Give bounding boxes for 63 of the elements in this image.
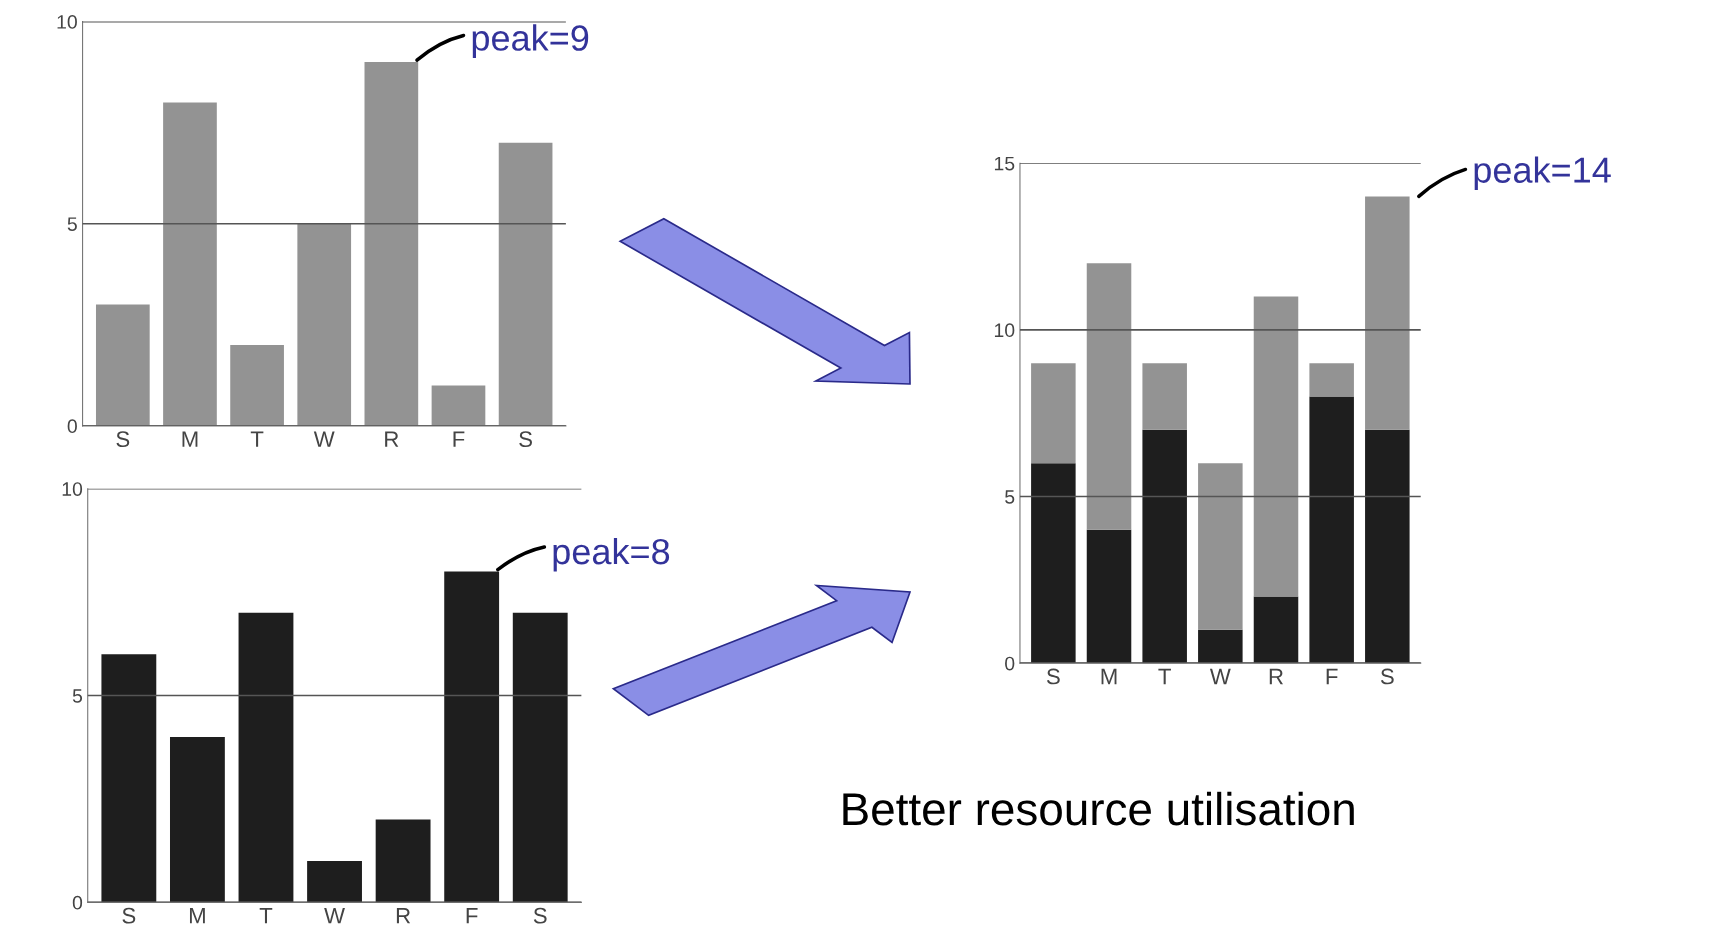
bar <box>1309 363 1354 397</box>
x-tick-label: M <box>189 908 205 924</box>
annotation: peak=8 <box>553 537 670 572</box>
x-tick-label: T <box>1158 668 1171 685</box>
x-tick-label: W <box>324 908 345 924</box>
x-tick-label: S <box>533 907 547 924</box>
bar <box>307 860 362 903</box>
y-tick-label: 5 <box>72 689 83 703</box>
bar <box>1253 596 1299 664</box>
x-tick-label: M <box>182 431 198 447</box>
x-tick-label: M <box>1101 668 1117 685</box>
y-tick-label: 10 <box>62 482 83 496</box>
bar <box>1309 396 1354 664</box>
x-tick-label: T <box>259 908 273 924</box>
x-tick-label: S <box>116 431 130 448</box>
bar <box>1365 196 1410 430</box>
x-tick-label: F <box>453 431 465 447</box>
x-tick-label: S <box>1380 668 1394 685</box>
x-tick-label: W <box>313 431 335 447</box>
y-tick-label: 5 <box>1005 490 1015 504</box>
y-tick-label: 5 <box>67 217 77 231</box>
bar <box>297 223 352 426</box>
bar <box>512 612 568 903</box>
x-tick-label: R <box>385 431 399 447</box>
bar <box>1253 296 1299 597</box>
annotation: peak=9 <box>472 24 589 58</box>
bar <box>1198 629 1243 664</box>
bar <box>1086 529 1132 664</box>
y-tick-label: 15 <box>994 156 1015 171</box>
x-tick-label: S <box>1046 668 1060 685</box>
bar <box>375 819 431 903</box>
bar <box>230 345 284 426</box>
x-tick-label: T <box>250 431 264 447</box>
bar <box>95 304 150 426</box>
x-tick-label: F <box>1326 668 1338 685</box>
bar <box>1031 363 1076 464</box>
x-tick-label: F <box>466 908 478 924</box>
bar <box>1198 463 1243 630</box>
x-tick-label: R <box>396 908 411 924</box>
bar <box>163 102 217 426</box>
bar <box>1086 263 1132 530</box>
bar <box>498 142 553 426</box>
y-tick-label: 0 <box>67 419 77 434</box>
y-tick-label: 0 <box>1005 656 1015 671</box>
y-tick-label: 10 <box>57 15 77 29</box>
text: Better resource utilisation <box>843 791 1354 826</box>
bar <box>1031 463 1076 664</box>
bar <box>101 654 157 903</box>
bar <box>169 736 225 903</box>
bar <box>1142 429 1187 664</box>
y-tick-label: 10 <box>994 323 1015 338</box>
y-tick-label: 0 <box>72 895 83 910</box>
bar <box>364 62 419 426</box>
x-tick-label: S <box>122 907 136 924</box>
bar <box>1142 363 1187 430</box>
text: peak=14 <box>1474 156 1611 191</box>
bar <box>1365 429 1410 664</box>
bar <box>431 385 486 426</box>
x-tick-label: S <box>519 431 532 448</box>
bar <box>444 571 500 903</box>
x-tick-label: R <box>1269 668 1283 685</box>
x-tick-label: W <box>1209 668 1231 685</box>
bar <box>238 612 294 903</box>
